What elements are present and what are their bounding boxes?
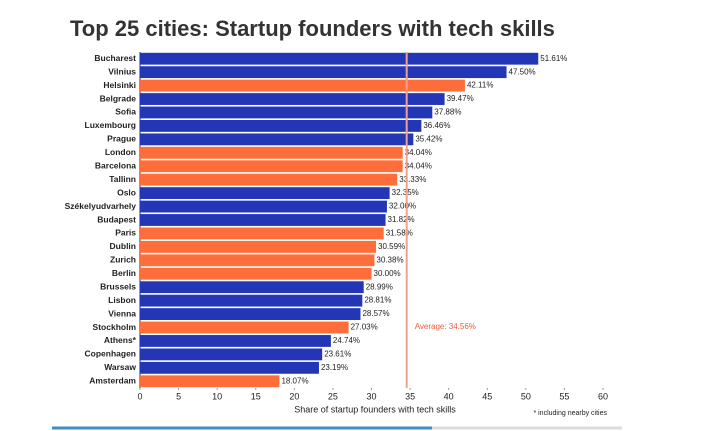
bar bbox=[140, 361, 319, 374]
y-tick-label: Prague bbox=[107, 134, 136, 144]
bar bbox=[140, 348, 323, 361]
x-tick-label: 50 bbox=[521, 391, 531, 401]
bar bbox=[140, 173, 398, 186]
bar bbox=[140, 187, 390, 200]
bar bbox=[140, 160, 403, 173]
x-tick-label: 35 bbox=[405, 391, 415, 401]
value-label: 27.03% bbox=[351, 323, 378, 332]
x-tick-label: 60 bbox=[598, 391, 608, 401]
value-label: 24.74% bbox=[333, 336, 360, 345]
value-label: 33.33% bbox=[399, 175, 426, 184]
y-tick-label: Oslo bbox=[117, 187, 136, 197]
bar bbox=[140, 254, 375, 267]
y-tick-label: Székelyudvarhely bbox=[65, 201, 137, 211]
y-tick-label: Belgrade bbox=[100, 93, 137, 103]
value-label: 28.81% bbox=[364, 296, 391, 305]
bar bbox=[140, 321, 349, 334]
bar bbox=[140, 227, 384, 240]
value-label: 51.61% bbox=[540, 54, 567, 63]
x-tick-label: 15 bbox=[251, 391, 261, 401]
bar bbox=[140, 375, 280, 388]
bar bbox=[140, 267, 372, 280]
y-tick-label: Athens* bbox=[104, 335, 137, 345]
y-tick-label: Lisbon bbox=[108, 295, 136, 305]
y-tick-label: Copenhagen bbox=[85, 349, 136, 359]
value-label: 30.00% bbox=[374, 269, 401, 278]
value-label: 30.38% bbox=[376, 255, 403, 264]
y-tick-label: Amsterdam bbox=[89, 376, 136, 386]
x-tick-label: 40 bbox=[444, 391, 454, 401]
value-label: 23.61% bbox=[324, 350, 351, 359]
value-label: 31.58% bbox=[386, 229, 413, 238]
value-label: 39.47% bbox=[447, 94, 474, 103]
y-tick-label: Warsaw bbox=[104, 362, 136, 372]
y-tick-label: Brussels bbox=[100, 281, 136, 291]
x-tick-label: 45 bbox=[482, 391, 492, 401]
bar bbox=[140, 281, 364, 294]
bar bbox=[140, 200, 387, 213]
value-label: 28.57% bbox=[362, 309, 389, 318]
value-label: 31.82% bbox=[388, 215, 415, 224]
bar bbox=[140, 240, 377, 253]
bar bbox=[140, 52, 539, 65]
bar bbox=[140, 308, 361, 320]
x-tick-label: 55 bbox=[559, 391, 569, 401]
y-tick-label: Dublin bbox=[110, 241, 136, 251]
bar bbox=[140, 79, 465, 92]
value-label: 42.11% bbox=[467, 81, 494, 90]
value-label: 28.99% bbox=[366, 282, 393, 291]
value-label: 34.04% bbox=[405, 148, 432, 157]
value-label: 35.42% bbox=[415, 134, 442, 143]
x-tick-label: 25 bbox=[328, 391, 338, 401]
value-label: 18.07% bbox=[281, 376, 308, 385]
value-label: 32.00% bbox=[389, 202, 416, 211]
bar bbox=[140, 335, 331, 347]
y-tick-label: Berlin bbox=[112, 268, 136, 278]
footnote: * including nearby cities bbox=[533, 410, 607, 417]
y-tick-label: Budapest bbox=[97, 214, 136, 224]
x-tick-label: 20 bbox=[289, 391, 299, 401]
bar bbox=[140, 120, 422, 132]
y-tick-label: Tallinn bbox=[109, 174, 136, 184]
x-tick-label: 10 bbox=[212, 391, 222, 401]
y-tick-label: Sofia bbox=[115, 107, 136, 117]
value-label: 34.04% bbox=[405, 161, 432, 170]
x-axis-label: Share of startup founders with tech skil… bbox=[294, 404, 456, 414]
y-tick-label: Stockholm bbox=[93, 322, 137, 332]
bar bbox=[140, 294, 363, 307]
bar bbox=[140, 146, 403, 159]
value-label: 32.35% bbox=[392, 188, 419, 197]
y-tick-label: Vilnius bbox=[108, 66, 136, 76]
average-label: Average: 34.56% bbox=[415, 322, 476, 331]
y-tick-label: London bbox=[105, 147, 136, 157]
x-tick-label: 30 bbox=[366, 391, 376, 401]
chart-title: Top 25 cities: Startup founders with tec… bbox=[70, 16, 555, 41]
y-tick-label: Luxembourg bbox=[85, 120, 136, 130]
bar bbox=[140, 106, 433, 119]
y-tick-label: Vienna bbox=[108, 308, 136, 318]
value-label: 37.88% bbox=[434, 108, 461, 117]
y-tick-label: Barcelona bbox=[95, 160, 136, 170]
bar bbox=[140, 133, 414, 146]
bar bbox=[140, 93, 445, 105]
x-tick-label: 0 bbox=[137, 391, 142, 401]
y-tick-label: Zurich bbox=[110, 255, 136, 265]
x-tick-label: 5 bbox=[176, 391, 181, 401]
bar bbox=[140, 66, 507, 79]
value-label: 23.19% bbox=[321, 363, 348, 372]
value-label: 47.50% bbox=[509, 67, 536, 76]
bar bbox=[140, 214, 386, 226]
y-tick-label: Helsinki bbox=[103, 80, 136, 90]
value-label: 30.59% bbox=[378, 242, 405, 251]
value-label: 36.46% bbox=[423, 121, 450, 130]
y-tick-label: Paris bbox=[115, 228, 136, 238]
y-tick-label: Bucharest bbox=[94, 53, 136, 63]
